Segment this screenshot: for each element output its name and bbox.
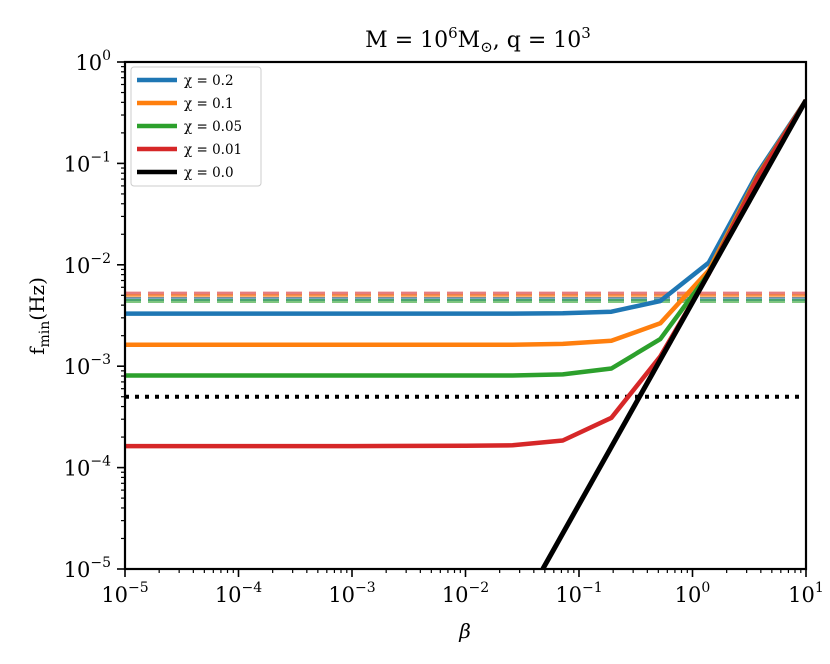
legend-label-chi-0.2: χ = 0.2 <box>184 73 234 89</box>
x-tick-label: 10−4 <box>215 580 262 607</box>
series-chi-0.0-line <box>540 98 806 569</box>
x-tick-label: 100 <box>675 580 711 607</box>
y-axis: 10−5 10−4 10−3 10−2 10−1 100 <box>64 48 125 582</box>
y-tick-label: 10−4 <box>64 454 111 481</box>
series-chi-0.2-line <box>125 98 806 316</box>
legend-label-chi-0.1: χ = 0.1 <box>184 96 234 112</box>
x-tick-label: 10−1 <box>555 580 602 607</box>
legend: χ = 0.2 χ = 0.1 χ = 0.05 χ = 0.01 χ = 0.0 <box>130 66 262 187</box>
chart-title: M = 106M⊙, q = 103 <box>365 24 591 56</box>
x-tick-label: 101 <box>788 580 824 607</box>
legend-box <box>130 66 262 187</box>
legend-label-chi-0.01: χ = 0.01 <box>184 142 242 158</box>
y-tick-label: 100 <box>75 48 111 75</box>
x-tick-label: 10−3 <box>328 580 375 607</box>
legend-label-chi-0.05: χ = 0.05 <box>184 119 242 135</box>
legend-label-chi-0.0: χ = 0.0 <box>184 165 234 181</box>
y-tick-label: 10−5 <box>64 555 111 582</box>
x-axis: 10−5 10−4 10−3 10−2 10−1 100 101 <box>101 569 824 607</box>
y-tick-label: 10−3 <box>64 352 111 379</box>
series-lines <box>125 98 806 569</box>
x-tick-label: 10−5 <box>101 580 148 607</box>
y-tick-label: 10−1 <box>64 149 111 176</box>
y-axis-label: fmin(Hz) <box>25 277 53 355</box>
x-tick-label: 10−2 <box>442 580 489 607</box>
y-tick-label: 10−2 <box>64 251 111 278</box>
x-axis-label: β <box>458 619 471 643</box>
